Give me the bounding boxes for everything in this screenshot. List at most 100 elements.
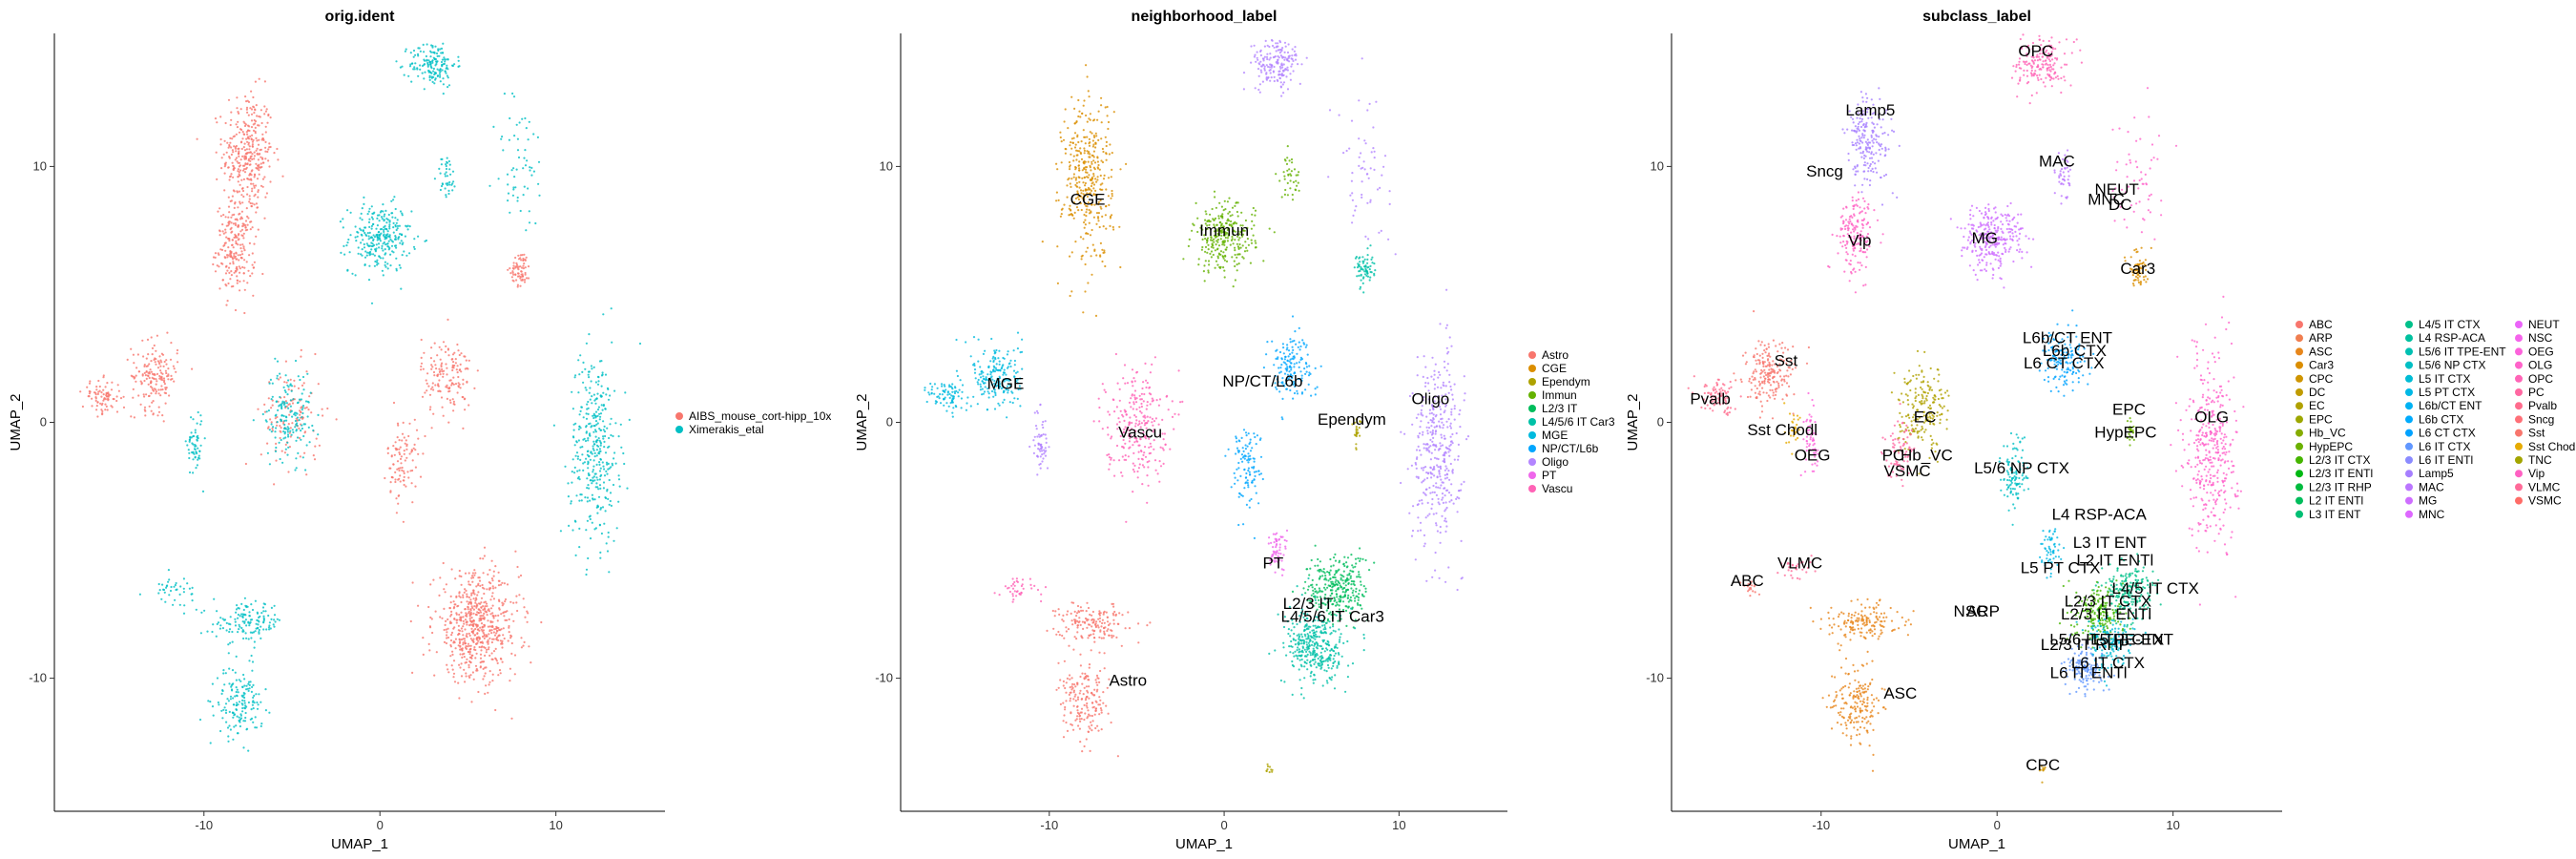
data-point xyxy=(430,44,433,47)
data-point xyxy=(1457,458,1460,461)
data-point xyxy=(1079,236,1082,239)
data-point xyxy=(527,187,530,190)
data-point xyxy=(622,451,625,455)
data-point xyxy=(1011,401,1014,405)
data-point xyxy=(282,437,285,440)
data-point xyxy=(442,414,445,417)
data-point xyxy=(271,395,274,398)
data-point xyxy=(145,377,148,380)
data-point xyxy=(592,393,596,396)
data-point xyxy=(397,478,400,481)
data-point xyxy=(222,669,225,672)
data-point xyxy=(228,724,231,727)
data-point xyxy=(195,608,197,611)
data-point xyxy=(1295,179,1298,182)
data-point xyxy=(156,372,159,375)
data-point xyxy=(188,451,191,454)
data-point xyxy=(1234,279,1236,282)
data-point xyxy=(417,437,420,440)
data-point xyxy=(1265,76,1268,79)
data-point xyxy=(301,456,304,459)
data-point xyxy=(366,244,369,247)
data-point xyxy=(1286,51,1290,54)
data-point xyxy=(256,153,259,156)
data-point xyxy=(299,409,301,412)
data-point xyxy=(1425,579,1428,582)
data-point xyxy=(250,618,254,621)
data-point xyxy=(1109,143,1111,146)
data-point xyxy=(239,271,241,274)
data-point xyxy=(1214,196,1216,199)
data-point xyxy=(260,453,262,456)
data-point xyxy=(1360,273,1362,276)
legend-item: AIBS_mouse_cort-hipp_10x xyxy=(675,409,831,423)
data-point xyxy=(155,390,157,393)
data-point xyxy=(1361,57,1363,60)
data-point xyxy=(1077,140,1080,144)
data-point xyxy=(1009,359,1012,362)
data-point xyxy=(346,209,349,212)
data-point xyxy=(1070,137,1073,140)
data-point xyxy=(1242,257,1245,260)
data-point xyxy=(255,726,259,729)
data-point xyxy=(595,423,598,426)
data-point xyxy=(111,381,114,384)
data-point xyxy=(1291,48,1294,51)
data-point xyxy=(225,304,228,306)
data-point xyxy=(517,576,520,578)
data-point xyxy=(398,236,401,239)
data-point xyxy=(247,682,250,685)
data-point xyxy=(598,412,601,415)
data-point xyxy=(234,671,237,674)
data-point xyxy=(231,243,234,246)
data-point xyxy=(241,706,244,710)
data-point xyxy=(220,692,223,696)
data-point xyxy=(1433,373,1436,376)
data-point xyxy=(516,266,519,269)
data-point xyxy=(1298,171,1300,174)
data-point xyxy=(1379,186,1381,189)
data-point xyxy=(1432,436,1435,439)
data-point xyxy=(510,641,513,645)
data-point xyxy=(470,594,473,597)
data-point xyxy=(1380,229,1382,232)
data-point xyxy=(242,608,245,612)
cluster-ximerakis-etal xyxy=(395,42,461,95)
data-point xyxy=(355,240,358,242)
data-point xyxy=(1367,265,1370,268)
data-point xyxy=(1082,238,1085,241)
data-point xyxy=(191,367,194,370)
data-point xyxy=(1368,102,1371,105)
data-point xyxy=(1464,392,1466,395)
data-point xyxy=(395,246,398,249)
data-point xyxy=(370,227,373,230)
data-point xyxy=(292,430,295,434)
data-point xyxy=(1268,58,1271,61)
data-point xyxy=(458,595,461,597)
data-point xyxy=(1265,72,1268,74)
data-point xyxy=(1435,413,1438,417)
data-point xyxy=(597,380,600,383)
data-point xyxy=(610,307,613,310)
data-point xyxy=(1447,448,1451,450)
data-point xyxy=(479,618,482,621)
data-point xyxy=(264,196,267,199)
data-point xyxy=(1084,142,1087,145)
data-point xyxy=(1107,177,1111,179)
data-point xyxy=(517,258,521,261)
y-tick-label: 0 xyxy=(40,415,47,430)
data-point xyxy=(977,338,980,341)
data-point xyxy=(274,436,277,439)
data-point xyxy=(261,133,264,136)
data-point xyxy=(445,619,447,623)
data-point xyxy=(939,392,942,396)
data-point xyxy=(243,266,246,269)
data-point xyxy=(1432,408,1435,410)
data-point xyxy=(1428,513,1431,515)
data-point xyxy=(600,374,604,377)
data-point xyxy=(423,58,426,61)
data-point xyxy=(192,471,195,474)
data-point xyxy=(1250,241,1254,244)
data-point xyxy=(1429,466,1432,469)
data-point xyxy=(1463,480,1465,483)
